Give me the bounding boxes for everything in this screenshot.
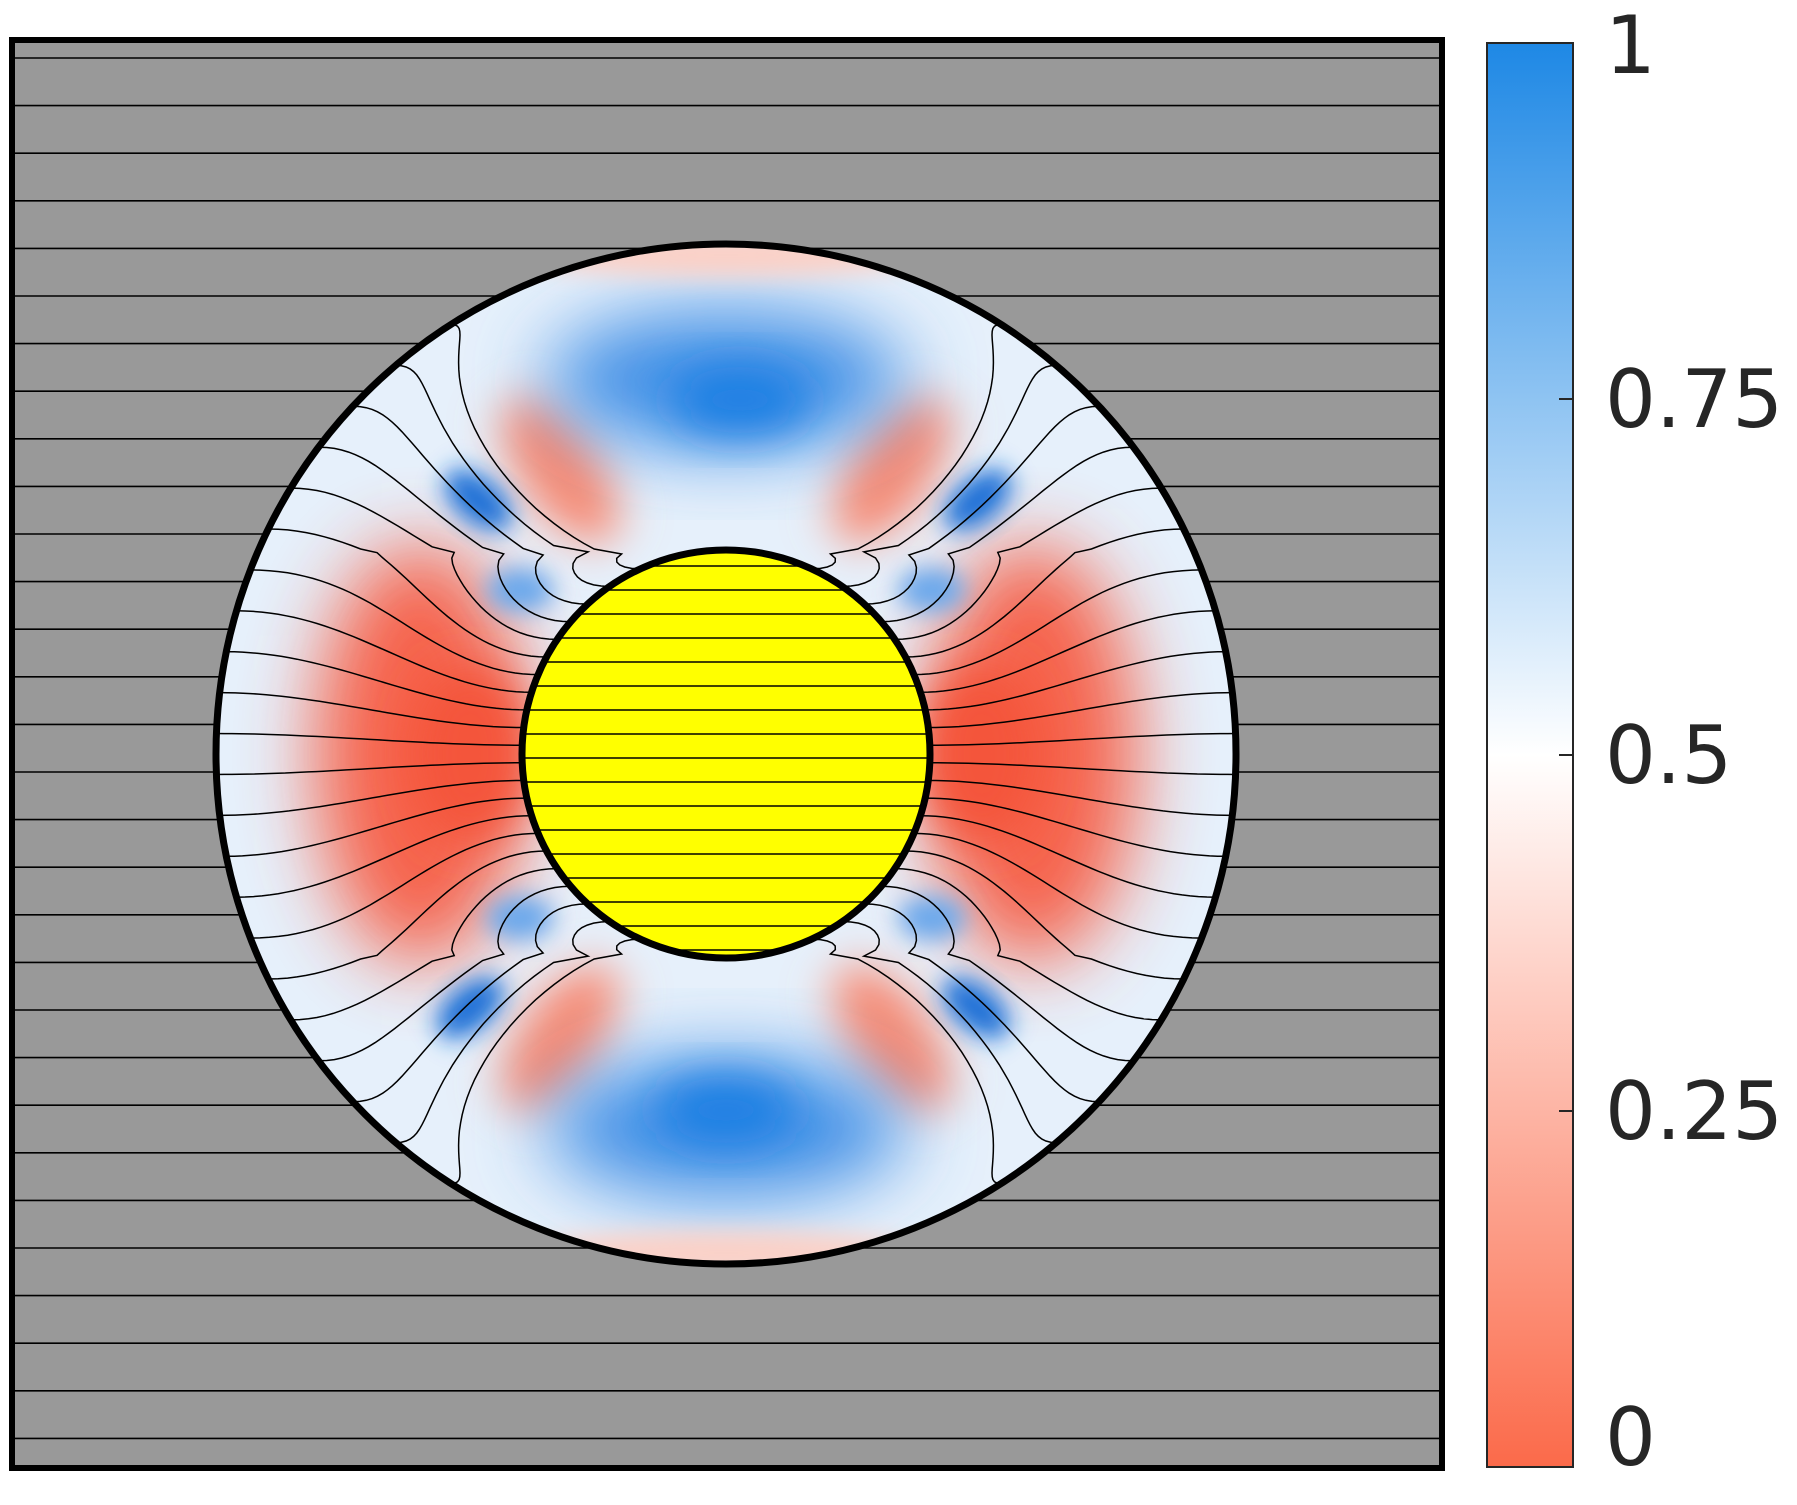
shell-field-line: [842, 920, 1057, 1144]
shell-field-line: [929, 762, 1236, 776]
shell-field-line: [395, 364, 610, 588]
core-outline: [518, 546, 934, 962]
shell-field-line: [925, 650, 1226, 711]
shell-field-line: [451, 938, 641, 1185]
core-region: [522, 550, 930, 958]
shell-field-line: [216, 732, 523, 746]
shell-field-line: [290, 487, 558, 641]
shell-field-line: [250, 832, 539, 939]
shell-field-line: [236, 610, 532, 694]
shell-field-line: [905, 528, 1184, 658]
shell-field-line: [290, 867, 558, 1021]
shell-field-line: [894, 487, 1162, 641]
shell-field-line: [894, 867, 1162, 1021]
plot-area: [9, 37, 1445, 1471]
shell-field-line: [216, 762, 523, 776]
shell-field-line: [864, 405, 1100, 605]
shell-field-line: [811, 323, 1001, 570]
shell-field-line: [913, 832, 1202, 939]
plot-frame: [9, 37, 1445, 1471]
shell-field-line: [920, 814, 1216, 898]
shell-field-line: [219, 779, 524, 817]
shell-field-line: [395, 920, 610, 1144]
shell-field-lines: [216, 323, 1236, 1185]
shell-field-line: [352, 405, 588, 605]
shell-field-line: [920, 610, 1216, 694]
shell-field-line: [268, 528, 547, 658]
shell-field-line: [905, 850, 1184, 980]
shell-outline: [212, 240, 1240, 1268]
shell-field-line: [811, 938, 1001, 1185]
colorbar-ticks: 1 0.75 0.5 0.25 0: [1559, 0, 1783, 1484]
colorbar-tick-label: 0.5: [1605, 709, 1732, 802]
colorbar-tick-label: 1: [1605, 0, 1656, 92]
shell-field-line: [928, 779, 1233, 817]
colorbar-tick-label: 0: [1605, 1391, 1656, 1484]
shell-field-line: [226, 797, 527, 858]
shell-field-line: [318, 885, 571, 1062]
colorbar-gradient: [1486, 42, 1574, 1468]
colorbar: 1 0.75 0.5 0.25 0: [1486, 0, 1783, 1484]
shell-field-line: [226, 650, 527, 711]
shell-field-line: [913, 569, 1202, 676]
shell-field-line: [268, 850, 547, 980]
shell-field-line: [929, 732, 1236, 746]
shell-field-line: [219, 691, 524, 729]
shell-field-line: [925, 797, 1226, 858]
colorbar-tick-label: 0.25: [1605, 1065, 1783, 1158]
shell-field-line: [318, 446, 571, 623]
shell-field-line: [842, 364, 1057, 588]
shell-field-line: [881, 885, 1134, 1062]
shell-field-line: [250, 569, 539, 676]
core-field-lines: [522, 565, 930, 951]
shell-field-line: [236, 814, 532, 898]
shell-field-line: [352, 903, 588, 1103]
colorbar-tick-label: 0.75: [1605, 353, 1783, 446]
shell-field-line: [451, 323, 641, 570]
shell-field-line: [881, 446, 1134, 623]
shell-field-line: [928, 691, 1233, 729]
shell-field-line: [864, 903, 1100, 1103]
